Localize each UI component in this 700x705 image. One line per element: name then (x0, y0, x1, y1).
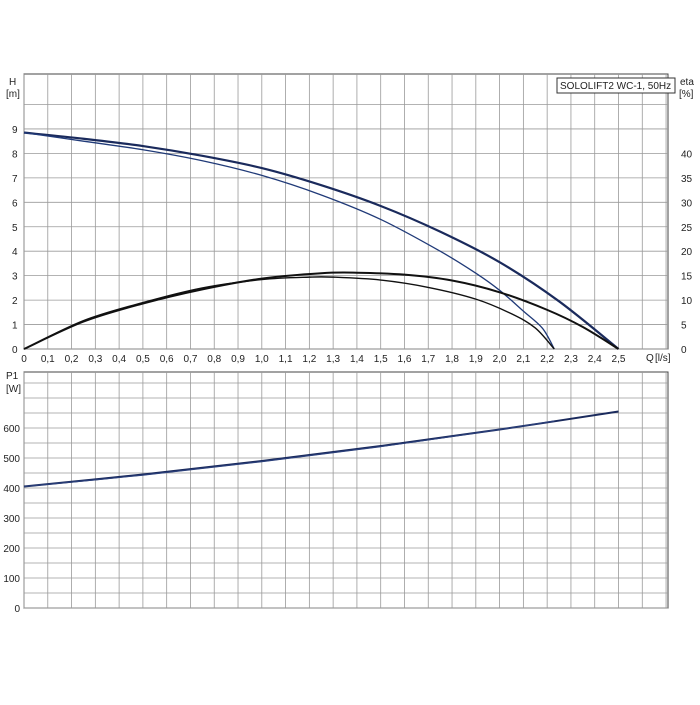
h-tick-label: 1 (12, 321, 18, 332)
p1-tick-label: 600 (3, 424, 20, 435)
power-plot-frame (23, 371, 669, 609)
q-tick-label: 2,0 (493, 354, 507, 365)
q-tick-label: 0,9 (231, 354, 245, 365)
q-tick-label: 0,8 (207, 354, 221, 365)
eta-tick-label: 15 (681, 272, 693, 283)
q-axis-unit: [l/s] (655, 353, 671, 364)
p1-tick-label: 300 (3, 514, 20, 525)
head-curve (23, 131, 620, 350)
power-curve (23, 420, 555, 488)
p1-tick-label: 100 (3, 574, 20, 585)
q-tick-label: 1,9 (469, 354, 483, 365)
eta-axis-unit: [%] (679, 89, 694, 100)
eta-tick-label: 20 (681, 247, 693, 258)
q-tick-label: 2,2 (540, 354, 554, 365)
h-tick-label: 2 (12, 296, 18, 307)
eta-tick-label: 30 (681, 198, 693, 209)
q-axis-label: Q (646, 353, 654, 364)
h-tick-label: 3 (12, 272, 18, 283)
efficiency-curve (23, 271, 620, 350)
curves-layer (23, 131, 620, 488)
head-plot-frame (23, 73, 669, 350)
eta-tick-label: 5 (681, 321, 687, 332)
power-chart-grid: 0 100 200 300 400 500 600 (3, 371, 669, 615)
q-tick-label: 1,7 (421, 354, 435, 365)
h-axis-label: H (9, 77, 16, 88)
q-tick-label: 1,6 (398, 354, 412, 365)
q-tick-label: 0 (21, 354, 27, 365)
q-tick-label: 0,5 (136, 354, 150, 365)
efficiency-curve (23, 276, 555, 350)
q-tick-label: 0,6 (160, 354, 174, 365)
q-tick-label: 0,3 (88, 354, 102, 365)
labels-layer: H [m] eta [%] P1 [W] Q [l/s] SOLOLIFT2 W… (6, 77, 694, 395)
p1-axis-label: P1 (6, 371, 19, 382)
eta-tick-label: 40 (681, 149, 693, 160)
q-tick-label: 2,5 (612, 354, 626, 365)
q-tick-label: 2,3 (564, 354, 578, 365)
q-tick-label: 1,5 (374, 354, 388, 365)
eta-tick-label: 0 (681, 345, 687, 356)
h-tick-label: 6 (12, 198, 18, 209)
eta-axis-label: eta (680, 77, 694, 88)
eta-tick-label: 10 (681, 296, 693, 307)
q-tick-label: 0,1 (41, 354, 55, 365)
q-tick-label: 1,2 (302, 354, 316, 365)
q-tick-label: 0,4 (112, 354, 126, 365)
head-curve (23, 131, 555, 350)
chart-title-box (556, 77, 676, 94)
eta-tick-label: 25 (681, 223, 693, 234)
q-tick-label: 0,2 (65, 354, 79, 365)
h-tick-label: 0 (12, 345, 18, 356)
p1-tick-label: 200 (3, 544, 20, 555)
chart-title: SOLOLIFT2 WC-1, 50Hz (560, 81, 671, 92)
h-tick-label: 8 (12, 149, 18, 160)
h-axis-unit: [m] (6, 89, 20, 100)
p1-tick-label: 400 (3, 484, 20, 495)
q-tick-label: 1,3 (326, 354, 340, 365)
q-tick-label: 2,1 (516, 354, 530, 365)
h-tick-label: 4 (12, 247, 18, 258)
q-tick-label: 1,8 (445, 354, 459, 365)
q-tick-label: 1,1 (279, 354, 293, 365)
p1-axis-unit: [W] (6, 384, 21, 395)
q-tick-label: 1,0 (255, 354, 269, 365)
p1-tick-label: 500 (3, 454, 20, 465)
h-tick-label: 5 (12, 223, 18, 234)
head-chart-grid: 0 1 2 3 4 5 6 7 8 9 0 5 10 15 20 25 30 35 40 0 0,1 0,2 0,3 0,4 0… (12, 73, 693, 365)
q-tick-label: 2,4 (588, 354, 602, 365)
eta-tick-label: 35 (681, 174, 693, 185)
q-tick-label: 0,7 (184, 354, 198, 365)
power-curve (23, 410, 619, 488)
p1-tick-label: 0 (14, 604, 20, 615)
h-tick-label: 9 (12, 125, 18, 136)
h-tick-label: 7 (12, 174, 18, 185)
q-tick-label: 1,4 (350, 354, 364, 365)
